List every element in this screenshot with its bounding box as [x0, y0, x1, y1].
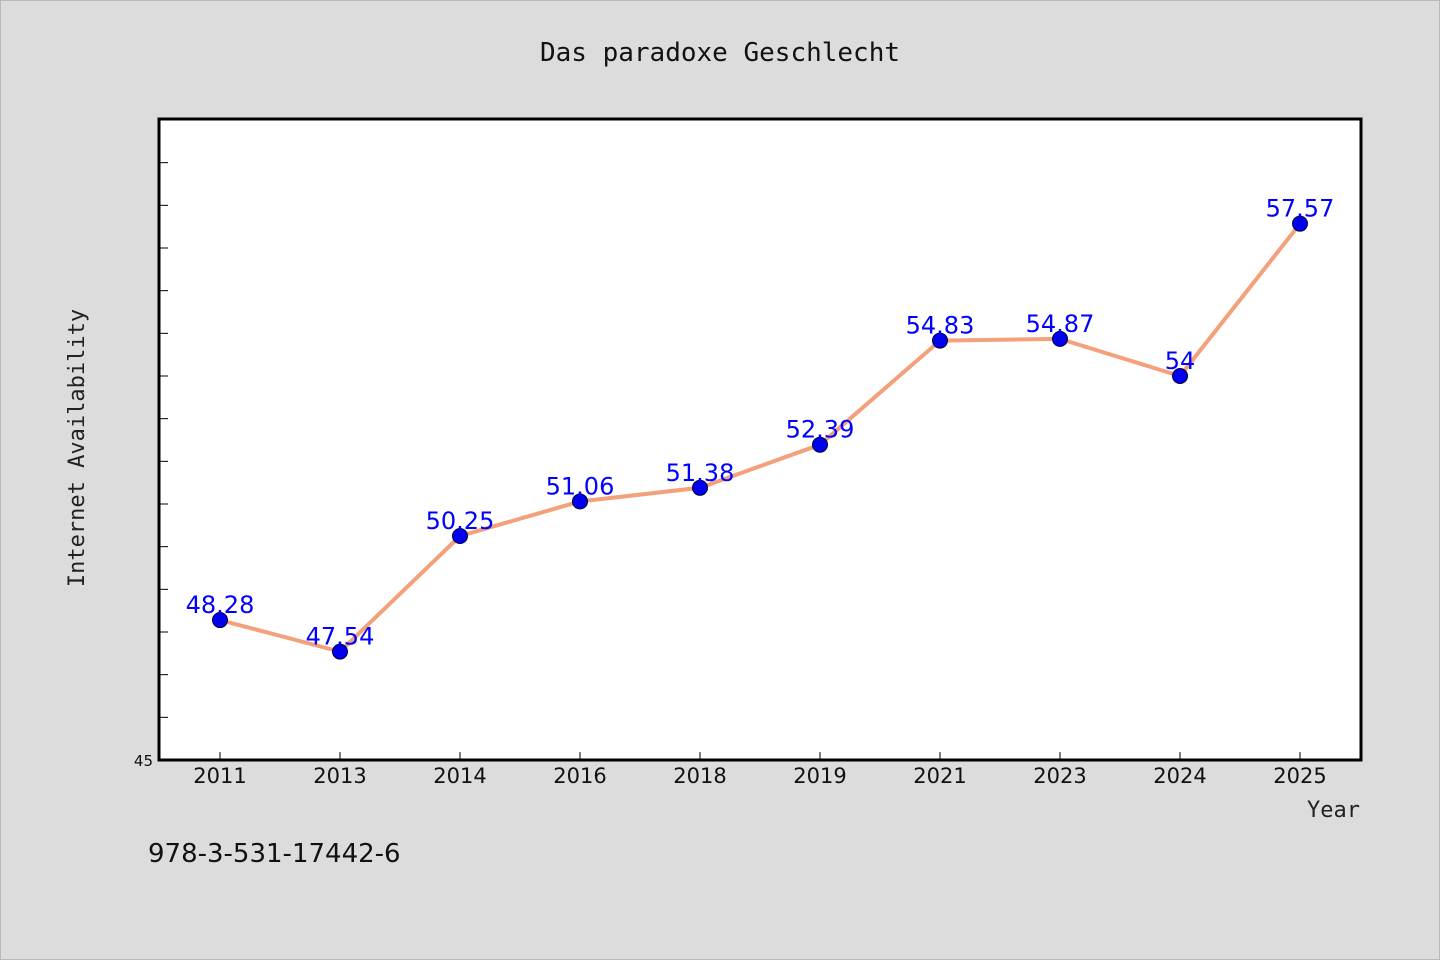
- data-point: [932, 332, 948, 349]
- x-tick-label: 2014: [433, 764, 486, 788]
- data-label: 54: [1165, 347, 1196, 375]
- x-tick-label: 2018: [673, 764, 726, 788]
- data-point: [1292, 215, 1308, 232]
- x-tick-label: 2016: [553, 764, 606, 788]
- data-point: [212, 612, 228, 629]
- data-label: 52.39: [786, 416, 855, 444]
- data-point: [332, 643, 348, 660]
- data-point: [812, 436, 828, 453]
- y-axis-ticks: [160, 162, 168, 718]
- series-line: [218, 221, 1302, 654]
- chart-title: Das paradoxe Geschlecht: [540, 38, 900, 68]
- data-point: [452, 528, 468, 544]
- plot-area: [157, 117, 1363, 762]
- x-tick-label: 2011: [193, 764, 246, 788]
- data-label: 51.06: [546, 472, 615, 500]
- x-tick-label: 2013: [313, 764, 366, 788]
- isbn-footer: 978-3-531-17442-6: [148, 839, 401, 869]
- data-label: 54.87: [1026, 310, 1095, 338]
- data-point: [692, 479, 708, 496]
- data-label: 54.83: [906, 312, 975, 340]
- data-label: 48.28: [186, 591, 255, 619]
- x-tick-label: 2023: [1033, 764, 1086, 788]
- x-tick-label: 2025: [1273, 764, 1326, 788]
- x-axis-ticks: 2011 2013 2014 2016 2018 2019 2021 2023 2024 2025: [193, 752, 1327, 788]
- data-label: 51.38: [666, 459, 735, 487]
- data-label: 50.25: [426, 507, 495, 535]
- data-labels: 48.28 47.54 50.25 51.06 51.38 52.39 54.83 54.87…: [186, 195, 1335, 651]
- x-tick-label: 2024: [1153, 764, 1206, 788]
- data-label: 47.54: [306, 623, 375, 651]
- x-axis-label: Year: [1307, 798, 1360, 823]
- data-point: [1052, 330, 1068, 347]
- y-axis-label: Internet Availability: [65, 309, 90, 587]
- series-layer: [212, 215, 1308, 660]
- data-point: [1172, 368, 1188, 384]
- y-tick-label-min: 45: [134, 752, 153, 770]
- x-tick-label: 2019: [793, 764, 846, 788]
- data-point: [572, 493, 588, 510]
- data-label: 57.57: [1266, 195, 1335, 223]
- x-tick-label: 2021: [913, 764, 966, 788]
